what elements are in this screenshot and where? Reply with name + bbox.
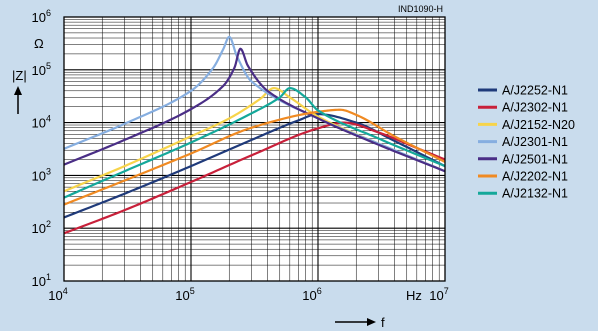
y-tick-label: 104 bbox=[32, 114, 51, 131]
x-axis-arrow-icon bbox=[335, 318, 376, 326]
series-line bbox=[63, 121, 446, 235]
legend-item: A/J2132-N1 bbox=[502, 187, 568, 201]
plot-frame bbox=[63, 16, 446, 282]
legend-item: A/J2501-N1 bbox=[502, 152, 568, 166]
legend-item: A/J2302-N1 bbox=[502, 101, 568, 115]
legend-item: A/J2252-N1 bbox=[502, 84, 568, 98]
plot-area bbox=[64, 17, 445, 281]
series-line bbox=[63, 47, 446, 173]
y-tick-label: 103 bbox=[32, 166, 51, 183]
figure-id: IND1090-H bbox=[398, 4, 443, 14]
y-unit: Ω bbox=[34, 36, 44, 51]
y-tick-label: 101 bbox=[32, 272, 51, 289]
y-tick-label: 102 bbox=[32, 219, 51, 236]
y-tick-label: 106 bbox=[32, 8, 51, 25]
series-lines bbox=[63, 35, 446, 235]
y-axis-arrow-icon bbox=[14, 86, 22, 114]
x-tick-label: 107 bbox=[429, 286, 448, 303]
legend: A/J2252-N1 A/J2302-N1 A/J2152-N20 A/J2301-N… bbox=[478, 84, 575, 201]
legend-item: A/J2202-N1 bbox=[502, 170, 568, 184]
legend-item: A/J2152-N20 bbox=[502, 118, 575, 132]
series-line bbox=[63, 108, 446, 206]
x-tick-label: 105 bbox=[175, 286, 194, 303]
x-tick-label: 106 bbox=[302, 286, 321, 303]
x-axis-label: f bbox=[381, 315, 385, 330]
legend-item: A/J2301-N1 bbox=[502, 135, 568, 149]
y-axis-label: |Z| bbox=[12, 68, 27, 83]
x-unit: Hz bbox=[406, 288, 422, 303]
series-line bbox=[63, 87, 446, 199]
x-tick-label: 104 bbox=[48, 286, 67, 303]
y-tick-label: 105 bbox=[32, 61, 51, 78]
tick-labels: 104 105 106 107 101 102 103 104 105 106 bbox=[32, 8, 449, 303]
